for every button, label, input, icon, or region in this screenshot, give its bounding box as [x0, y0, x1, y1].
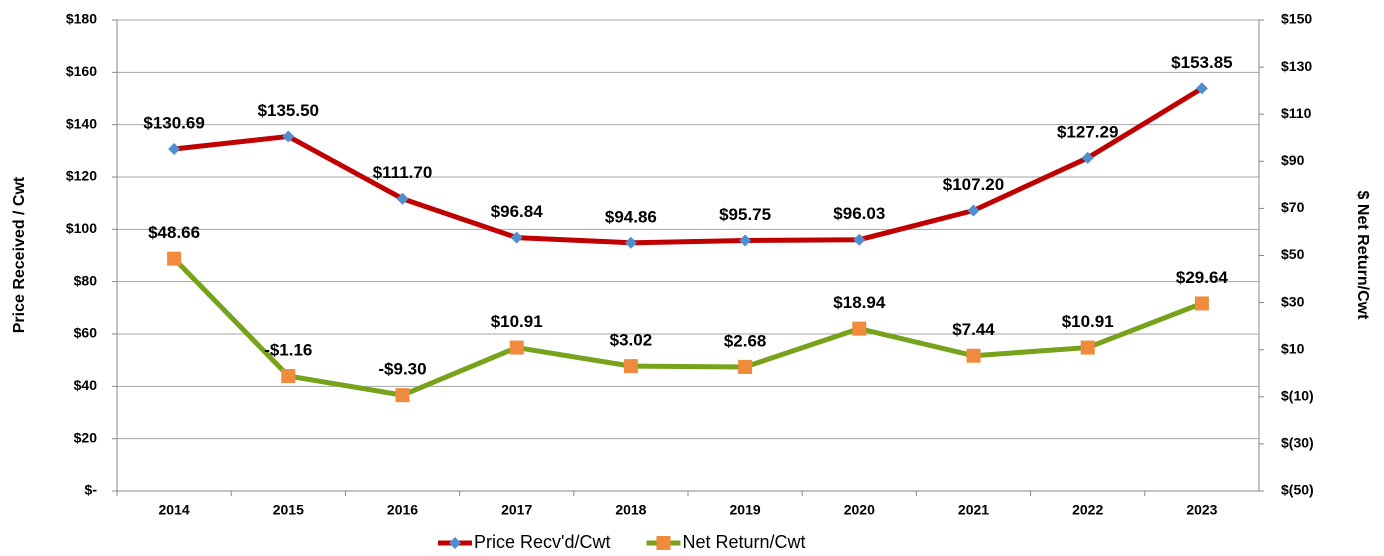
data-label: $10.91 — [491, 312, 543, 331]
series-line — [172, 256, 1203, 398]
y-tick-label: $180 — [66, 11, 97, 27]
data-point — [624, 236, 637, 249]
y-axis-label: Price Received / Cwt — [11, 176, 28, 333]
y-tick-label: $60 — [74, 325, 98, 341]
y2-tick-label: $(50) — [1281, 482, 1314, 498]
data-point — [167, 251, 182, 266]
x-tick-label: 2023 — [1186, 502, 1217, 518]
data-label: $7.44 — [952, 320, 995, 339]
y2-tick-label: $(30) — [1281, 435, 1314, 451]
x-tick-label: 2017 — [501, 502, 532, 518]
data-label: -$1.16 — [264, 340, 312, 359]
data-point — [168, 143, 181, 156]
y2-tick-label: $50 — [1281, 246, 1305, 262]
data-point — [967, 204, 980, 217]
y2-tick-label: $(10) — [1281, 388, 1314, 404]
data-point — [281, 368, 296, 383]
data-label: $3.02 — [610, 331, 653, 350]
data-point — [282, 130, 295, 143]
data-label: $127.29 — [1057, 122, 1118, 141]
y-tick-label: $140 — [66, 115, 97, 131]
data-label: $48.66 — [148, 223, 200, 242]
y-tick-label: $- — [85, 482, 98, 498]
y-tick-label: $80 — [74, 272, 98, 288]
data-point — [396, 192, 409, 205]
data-label: $107.20 — [943, 175, 1004, 194]
data-point — [739, 234, 752, 247]
legend-label: Net Return/Cwt — [682, 532, 805, 552]
data-point — [509, 340, 524, 355]
data-label: $96.84 — [491, 202, 544, 221]
y-tick-label: $20 — [74, 429, 98, 445]
x-tick-label: 2022 — [1072, 502, 1103, 518]
y2-tick-label: $70 — [1281, 199, 1305, 215]
y2-tick-label: $110 — [1281, 105, 1312, 121]
data-point — [1195, 82, 1208, 95]
y-tick-label: $120 — [66, 168, 97, 184]
data-label: $95.75 — [719, 205, 771, 224]
data-label: $94.86 — [605, 207, 657, 226]
data-label: $10.91 — [1062, 312, 1114, 331]
y2-tick-label: $150 — [1281, 11, 1312, 27]
data-point — [1194, 296, 1209, 311]
data-point — [966, 348, 981, 363]
data-label: $2.68 — [724, 331, 767, 350]
data-label: -$9.30 — [378, 360, 426, 379]
x-tick-label: 2014 — [159, 502, 190, 518]
y-tick-label: $160 — [66, 63, 97, 79]
data-label: $135.50 — [258, 101, 319, 120]
x-tick-label: 2015 — [273, 502, 304, 518]
x-tick-label: 2018 — [615, 502, 646, 518]
y2-tick-label: $130 — [1281, 58, 1312, 74]
data-label: $111.70 — [373, 163, 433, 182]
data-label: $18.94 — [833, 293, 886, 312]
x-tick-label: 2021 — [958, 502, 989, 518]
data-point — [852, 321, 867, 336]
legend-marker — [656, 536, 671, 550]
data-point — [510, 231, 523, 244]
data-point — [1080, 340, 1095, 355]
data-label: $96.03 — [833, 204, 885, 223]
x-tick-label: 2020 — [844, 502, 875, 518]
data-label: $130.69 — [143, 114, 204, 133]
x-tick-label: 2016 — [387, 502, 418, 518]
data-label: $153.85 — [1171, 53, 1232, 72]
legend-label: Price Recv'd/Cwt — [474, 532, 610, 552]
data-point — [395, 388, 410, 403]
data-label: $29.64 — [1176, 268, 1229, 287]
x-tick-label: 2019 — [730, 502, 761, 518]
legend-marker — [449, 537, 461, 549]
data-point — [1081, 151, 1094, 164]
series-line — [173, 86, 1204, 246]
y2-axis-label: $ Net Return/Cwt — [1354, 191, 1371, 321]
y2-tick-label: $90 — [1281, 152, 1305, 168]
y-tick-label: $40 — [74, 377, 98, 393]
y2-tick-label: $30 — [1281, 293, 1305, 309]
data-point — [738, 359, 753, 374]
data-point — [853, 233, 866, 246]
y2-tick-label: $10 — [1281, 340, 1305, 356]
y-tick-label: $100 — [66, 220, 97, 236]
data-point — [623, 359, 638, 374]
